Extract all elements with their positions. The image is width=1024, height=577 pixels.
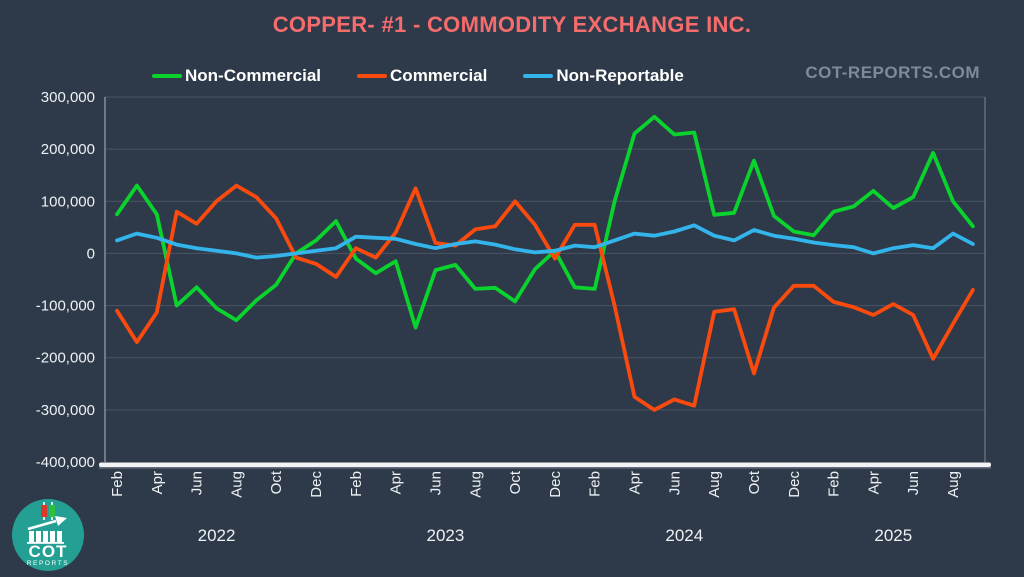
x-tick-label: Aug bbox=[228, 471, 245, 498]
x-tick-label: Dec bbox=[308, 471, 325, 498]
legend-item-non-commercial[interactable]: Non-Commercial bbox=[152, 66, 321, 86]
x-axis-shadow bbox=[99, 467, 991, 469]
x-tick-label: Aug bbox=[706, 471, 723, 498]
legend-item-commercial[interactable]: Commercial bbox=[357, 66, 487, 86]
x-tick-label: Apr bbox=[627, 471, 644, 494]
x-tick-label: Jun bbox=[666, 471, 683, 495]
series-line-non-reportable bbox=[115, 223, 975, 260]
logo-candlestick-green bbox=[49, 505, 55, 517]
x-year-label: 2025 bbox=[874, 526, 912, 545]
x-tick-label: Feb bbox=[348, 471, 365, 497]
x-axis-line bbox=[99, 462, 991, 467]
series-line-non-commercial bbox=[115, 114, 975, 330]
x-tick-label: Dec bbox=[547, 471, 564, 498]
x-tick-label: Feb bbox=[587, 471, 604, 497]
x-tick-label: Jun bbox=[905, 471, 922, 495]
x-year-label: 2024 bbox=[665, 526, 703, 545]
legend-swatch-non-commercial bbox=[152, 74, 182, 78]
y-tick-label: 300,000 bbox=[41, 89, 95, 106]
x-tick-label: Oct bbox=[268, 470, 285, 494]
watermark-text: COT-REPORTS.COM bbox=[805, 63, 980, 82]
legend-swatch-non-reportable bbox=[523, 74, 554, 78]
y-tick-label: 200,000 bbox=[41, 141, 95, 158]
y-tick-label: 100,000 bbox=[41, 193, 95, 210]
cot-reports-logo: COT REPORTS bbox=[10, 497, 86, 573]
logo-bars-icon bbox=[27, 516, 67, 544]
x-tick-label: Feb bbox=[109, 471, 126, 497]
y-tick-label: -100,000 bbox=[36, 298, 95, 315]
x-tick-label: Feb bbox=[826, 471, 843, 497]
legend-swatch-commercial bbox=[357, 74, 388, 78]
x-tick-label: Oct bbox=[507, 470, 524, 494]
legend-label: Commercial bbox=[390, 66, 488, 85]
x-tick-label: Jun bbox=[189, 471, 206, 495]
x-tick-label: Apr bbox=[388, 471, 405, 494]
legend-label: Non-Commercial bbox=[185, 66, 322, 85]
series-line-commercial bbox=[115, 183, 975, 412]
x-tick-label: Oct bbox=[746, 470, 763, 494]
x-year-label: 2023 bbox=[427, 526, 465, 545]
legend: Non-Commercial Commercial Non-Reportable bbox=[152, 66, 684, 86]
y-tick-label: -400,000 bbox=[36, 454, 95, 471]
x-tick-label: Dec bbox=[786, 471, 803, 498]
x-tick-label: Aug bbox=[467, 471, 484, 498]
x-tick-label: Aug bbox=[945, 471, 962, 498]
logo-candlestick-red bbox=[41, 505, 47, 517]
x-year-label: 2022 bbox=[198, 526, 236, 545]
chart-title: COPPER- #1 - COMMODITY EXCHANGE INC. bbox=[272, 12, 752, 37]
x-tick-label: Jun bbox=[427, 471, 444, 495]
logo-text-reports: REPORTS bbox=[27, 560, 70, 567]
logo-arrow-icon bbox=[55, 516, 67, 526]
logo-text-cot: COT bbox=[29, 542, 68, 561]
x-tick-label: Apr bbox=[865, 471, 882, 494]
y-tick-label: 0 bbox=[87, 245, 95, 262]
y-tick-label: -200,000 bbox=[36, 350, 95, 367]
logo-graphic: COT REPORTS bbox=[12, 499, 84, 571]
legend-item-non-reportable[interactable]: Non-Reportable bbox=[523, 66, 684, 86]
legend-label: Non-Reportable bbox=[556, 66, 684, 85]
y-tick-label: -300,000 bbox=[36, 402, 95, 419]
x-tick-label: Apr bbox=[149, 471, 166, 494]
